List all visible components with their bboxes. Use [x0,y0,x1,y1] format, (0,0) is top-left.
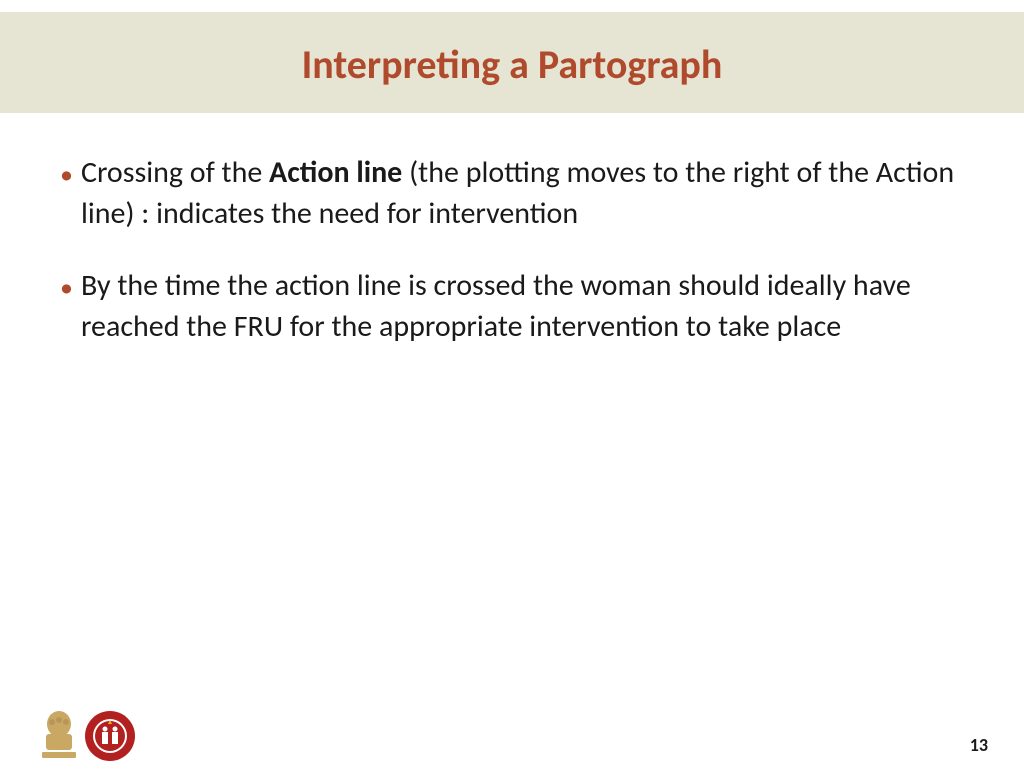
bullet-text: Crossing of the Action line (the plottin… [81,153,964,234]
slide-title: Interpreting a Partograph [0,40,1024,89]
bullet-item: • By the time the action line is crossed… [60,266,964,347]
svg-text:NATIONAL HEALTH: NATIONAL HEALTH [95,715,126,720]
slide-footer: NATIONAL HEALTH 13 [0,702,1024,762]
bullet-bold: Action line [269,154,402,191]
bullet-marker-icon: • [60,270,73,305]
bullet-item: • Crossing of the Action line (the plott… [60,153,964,234]
slide-content: • Crossing of the Action line (the plott… [0,113,1024,347]
bullet-prefix: Crossing of the [81,154,269,191]
nhm-logo-icon: NATIONAL HEALTH [84,710,136,762]
title-bar: Interpreting a Partograph [0,12,1024,113]
bullet-marker-icon: • [60,157,73,192]
footer-logos: NATIONAL HEALTH [40,710,136,762]
bullet-prefix: By the time the action line is crossed t… [81,267,911,345]
bullet-text: By the time the action line is crossed t… [81,266,964,347]
page-number: 13 [970,734,988,756]
emblem-icon [40,710,78,762]
